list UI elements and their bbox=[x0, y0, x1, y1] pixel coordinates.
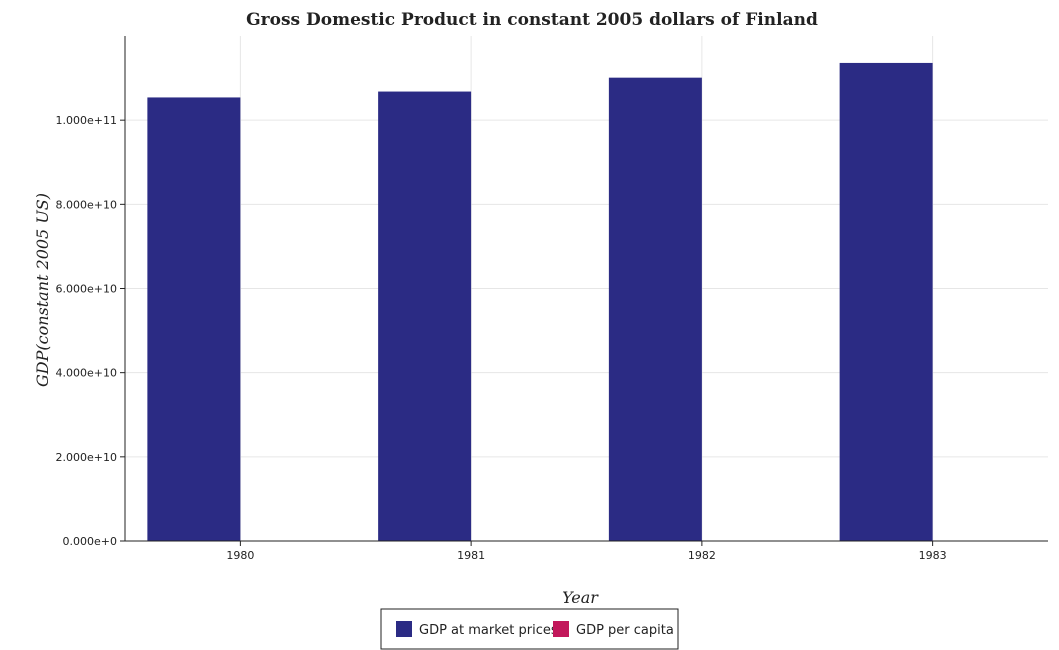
y-tick-label: 1.000e+11 bbox=[56, 114, 117, 127]
legend-label-gdp-per-capita: GDP per capita bbox=[576, 623, 674, 638]
bar-gdp-market-1980 bbox=[147, 97, 241, 542]
y-axis-label: GDP(constant 2005 US) bbox=[33, 193, 52, 387]
axes: 0.000e+0 2.000e+10 4.000e+10 6.000e+10 8.000… bbox=[56, 36, 1048, 562]
y-tick-label: 2.000e+10 bbox=[56, 451, 117, 464]
legend: GDP at market prices GDP per capita bbox=[380, 608, 679, 650]
legend-label-gdp-market: GDP at market prices bbox=[419, 623, 558, 638]
x-tick-label: 1982 bbox=[688, 549, 716, 562]
y-tick-label: 4.000e+10 bbox=[56, 367, 117, 380]
x-axis-label: Year bbox=[562, 588, 599, 607]
legend-swatch-gdp-market bbox=[396, 621, 412, 637]
x-tick-label: 1980 bbox=[226, 549, 254, 562]
bar-gdp-market-1981 bbox=[378, 91, 472, 542]
legend-swatch-gdp-per-capita bbox=[553, 621, 569, 637]
chart-title: Gross Domestic Product in constant 2005 … bbox=[246, 10, 818, 30]
y-tick-label: 0.000e+0 bbox=[63, 535, 117, 548]
legend-box bbox=[380, 608, 679, 650]
y-tick-label: 6.000e+10 bbox=[56, 283, 117, 296]
bars bbox=[147, 62, 1026, 542]
y-tick-label: 8.000e+10 bbox=[56, 198, 117, 211]
x-tick-label: 1981 bbox=[457, 549, 485, 562]
x-tick-label: 1983 bbox=[919, 549, 947, 562]
bar-gdp-market-1983 bbox=[839, 62, 933, 541]
bar-gdp-market-1982 bbox=[608, 77, 702, 541]
